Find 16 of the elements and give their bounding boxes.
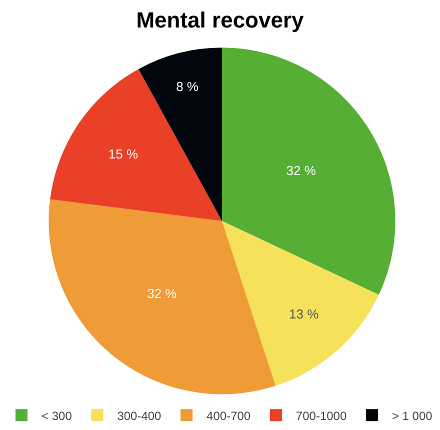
data-label: 32 %: [147, 286, 178, 301]
data-label: 15 %: [108, 146, 138, 162]
pie-slice: [222, 220, 379, 386]
legend-label: 700-1000: [296, 408, 347, 423]
legend-label: < 300: [42, 408, 72, 423]
legend-label: > 1 000: [392, 408, 433, 423]
legend-label: 400-700: [206, 408, 251, 423]
data-label: 13 %: [288, 306, 320, 322]
chart-title: Mental recovery: [136, 8, 305, 33]
data-label: 32 %: [286, 163, 316, 178]
pie-slice: [48, 199, 276, 394]
legend-label: 300-400: [117, 408, 162, 423]
data-label: 8 %: [176, 79, 199, 94]
pie-slice: [50, 69, 222, 221]
pie-slice: [222, 48, 395, 295]
pie-slice: [138, 48, 222, 221]
